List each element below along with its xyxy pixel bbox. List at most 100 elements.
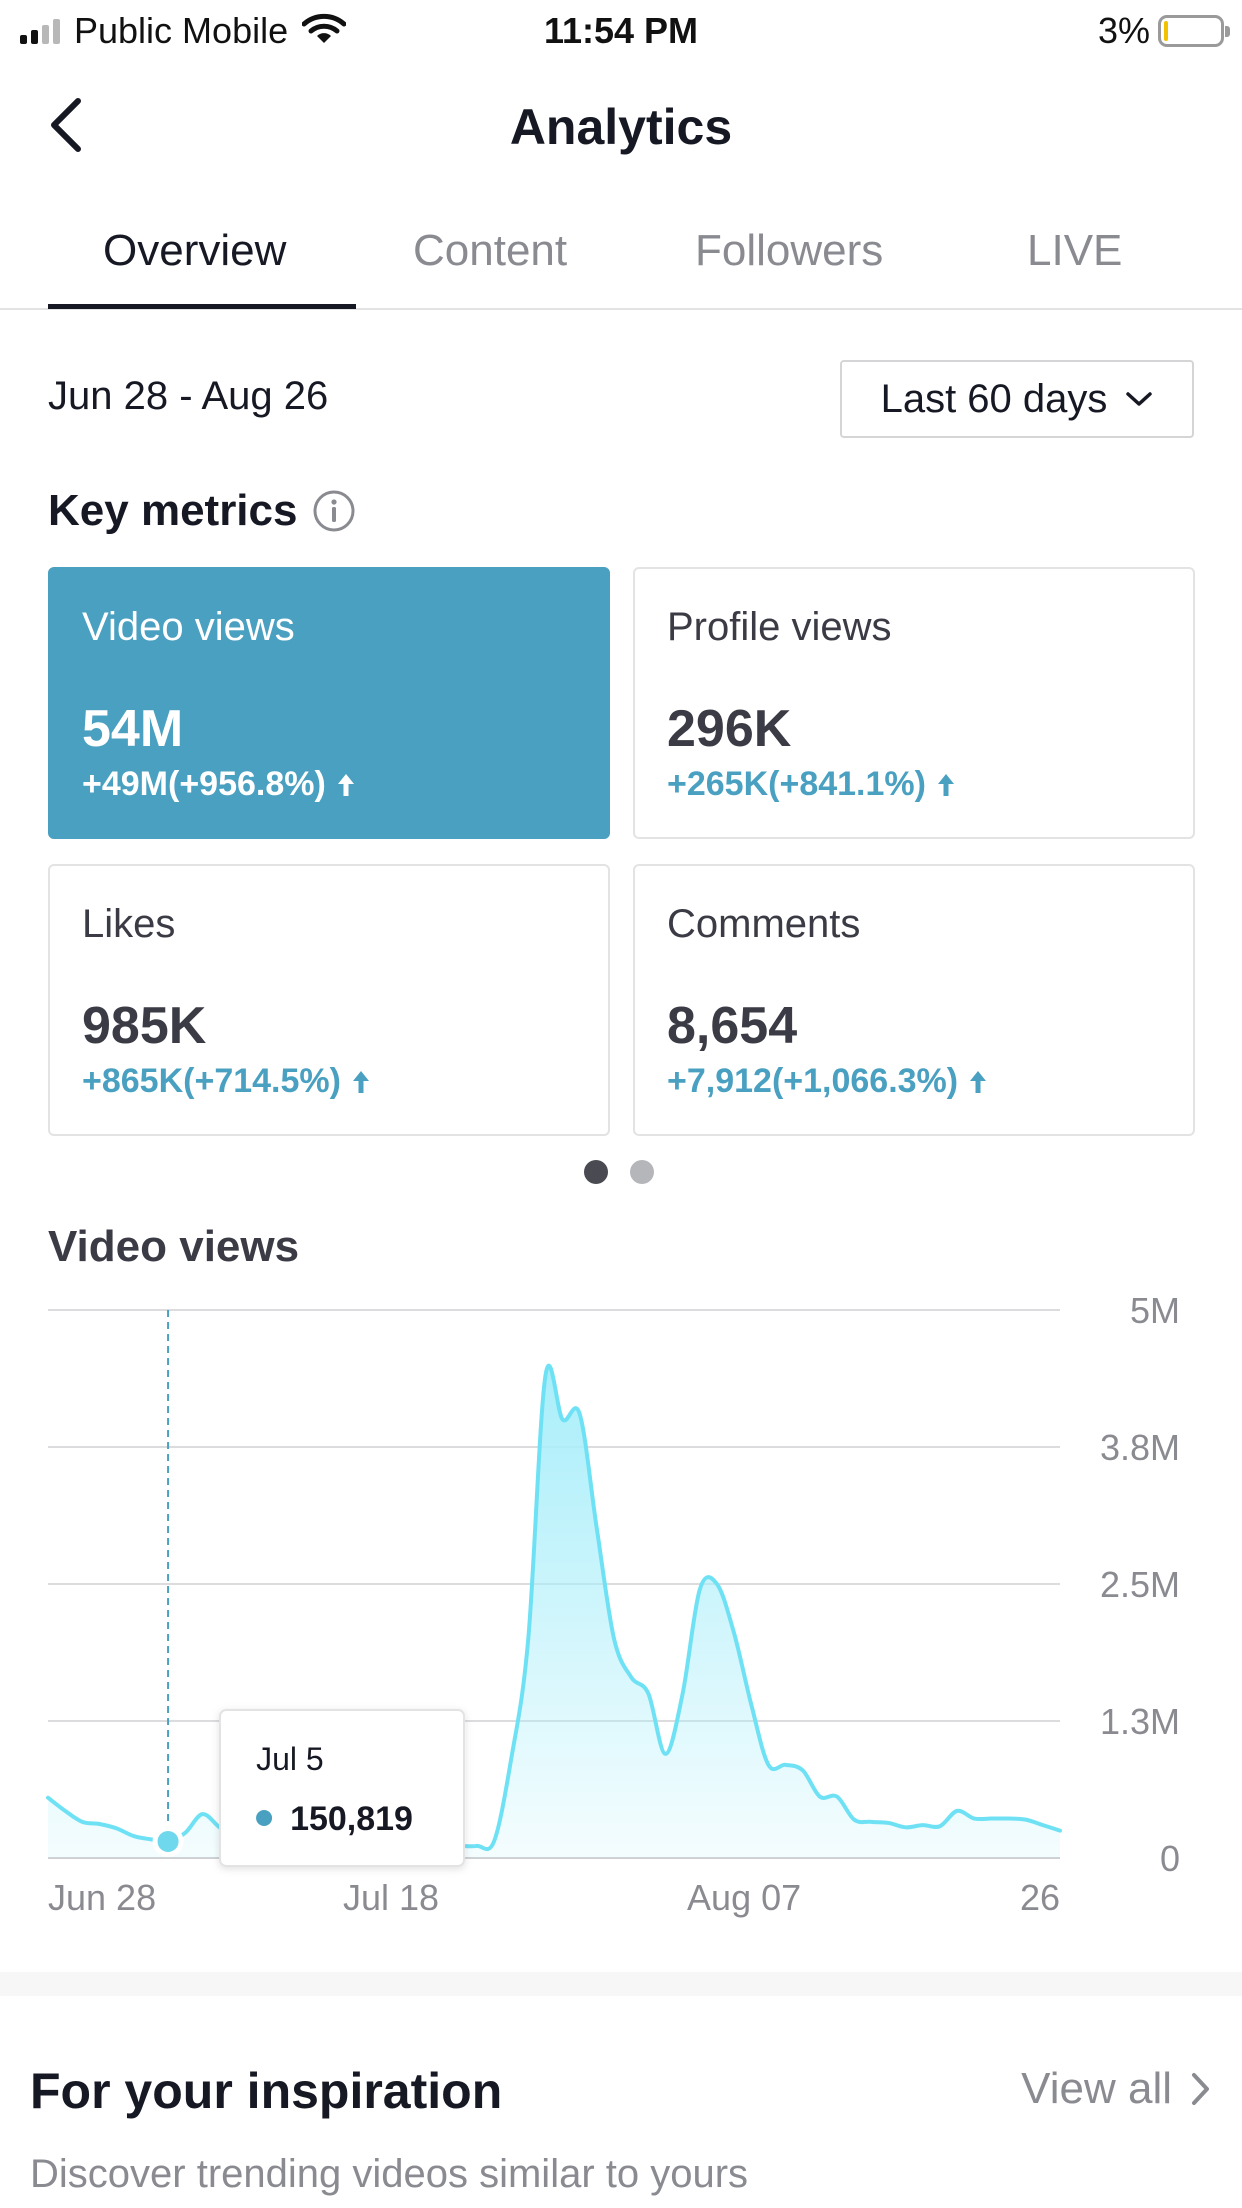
tooltip-date: Jul 5 (256, 1741, 324, 1777)
metric-change: +49M(+956.8%) (82, 765, 356, 804)
tab-content[interactable]: Content (413, 226, 568, 275)
data-point (132, 1835, 135, 1838)
metric-value: 8,654 (667, 997, 798, 1055)
data-point (1059, 1829, 1062, 1832)
tab-overview[interactable]: Overview (103, 226, 287, 275)
metric-label: Comments (667, 902, 861, 946)
y-tick-label: 3.8M (1100, 1427, 1180, 1468)
data-point (64, 1809, 67, 1812)
view-all-link[interactable]: View all (1021, 2064, 1212, 2114)
tab-live[interactable]: LIVE (1027, 226, 1123, 275)
back-button[interactable] (36, 90, 96, 160)
metric-label: Profile views (667, 605, 892, 649)
data-point (1041, 1824, 1044, 1827)
x-tick-label: Aug 07 (687, 1877, 801, 1918)
tab-followers[interactable]: Followers (695, 226, 884, 275)
inspiration-subtitle: Discover trending videos similar to your… (30, 2152, 749, 2196)
metric-card-likes[interactable]: Likes 985K +865K(+714.5%) (48, 864, 610, 1136)
page-title: Analytics (509, 99, 733, 155)
inspiration-title: For your inspiration (30, 2063, 503, 2119)
data-point (733, 1632, 736, 1635)
video-views-chart[interactable]: 0 1.3M 2.5M 3.8M 5M Jun 28 Jul 18 Aug 07 26 Jul… (0, 1290, 1242, 1930)
carrier-name: Public Mobile (74, 10, 289, 51)
data-point (475, 1844, 478, 1847)
battery-icon (1158, 15, 1230, 47)
tab-bar: Overview Content Followers LIVE (0, 190, 1242, 310)
data-point (750, 1703, 753, 1706)
data-point (681, 1692, 684, 1695)
data-point (47, 1796, 50, 1799)
date-range: Jun 28 - Aug 26 (48, 374, 329, 418)
data-point (904, 1826, 907, 1829)
data-point (698, 1588, 701, 1591)
status-left: Public Mobile (20, 10, 347, 52)
data-point (578, 1413, 581, 1416)
chevron-right-icon (1192, 2073, 1209, 2105)
arrow-up-icon (937, 773, 954, 796)
metric-card-profile-views[interactable]: Profile views 296K +265K(+841.1%) (633, 567, 1195, 839)
info-icon[interactable] (311, 488, 357, 534)
data-point (98, 1823, 101, 1826)
cellular-signal-icon (20, 18, 60, 44)
data-point (715, 1583, 718, 1586)
y-tick-label: 5M (1130, 1290, 1180, 1331)
data-point (938, 1825, 941, 1828)
x-tick-label: 26 (1020, 1877, 1060, 1918)
metric-label: Likes (82, 902, 176, 946)
data-point (613, 1637, 616, 1640)
data-point (1007, 1817, 1010, 1820)
x-tick-label: Jul 18 (343, 1877, 439, 1918)
pagination-dot-1[interactable] (584, 1160, 608, 1184)
data-point (81, 1820, 84, 1823)
metric-change: +265K(+841.1%) (667, 765, 956, 804)
data-point (527, 1637, 530, 1640)
tooltip-point (152, 1825, 184, 1857)
tab-indicator (48, 304, 356, 309)
data-point (853, 1818, 856, 1821)
chart-tooltip: Jul 5 150,819 (219, 1709, 466, 1867)
chevron-left-icon (51, 98, 81, 152)
x-tick-label: Jun 28 (48, 1877, 156, 1918)
date-range-dropdown[interactable]: Last 60 days (840, 360, 1194, 438)
status-bar: Public Mobile 11:54 PM 3% (0, 0, 1242, 62)
data-point (921, 1824, 924, 1827)
data-point (870, 1820, 873, 1823)
data-point (801, 1769, 804, 1772)
battery-percentage: 3% (1097, 10, 1150, 51)
data-point (784, 1763, 787, 1766)
data-point (149, 1838, 152, 1841)
metric-value: 54M (82, 700, 184, 758)
section-separator (0, 1972, 1242, 1996)
y-tick-label: 2.5M (1100, 1564, 1180, 1605)
wifi-icon (301, 13, 347, 50)
metric-change: +865K(+714.5%) (82, 1062, 371, 1101)
metric-change-text: +49M(+956.8%) (82, 765, 326, 803)
y-tick-label: 0 (1160, 1838, 1180, 1879)
chevron-down-icon (1126, 392, 1153, 406)
data-point (201, 1813, 204, 1816)
y-axis: 0 1.3M 2.5M 3.8M 5M (1100, 1290, 1180, 1879)
data-point (561, 1418, 564, 1421)
metric-card-video-views[interactable]: Video views 54M +49M(+956.8%) (48, 567, 610, 839)
metric-card-comments[interactable]: Comments 8,654 +7,912(+1,066.3%) (633, 864, 1195, 1136)
key-metrics-label: Key metrics (48, 486, 298, 535)
metric-value: 296K (667, 700, 792, 758)
data-point (630, 1676, 633, 1679)
data-point (184, 1831, 187, 1834)
tooltip-value: 150,819 (290, 1800, 413, 1838)
series-area (48, 1365, 1060, 1858)
x-axis: Jun 28 Jul 18 Aug 07 26 (48, 1877, 1060, 1918)
view-all-label: View all (1021, 2064, 1172, 2113)
metric-change-text: +7,912(+1,066.3%) (667, 1062, 959, 1100)
pagination-dot-2[interactable] (630, 1160, 654, 1184)
status-right: 3% (1097, 10, 1230, 52)
data-point (818, 1795, 821, 1798)
data-point (664, 1752, 667, 1755)
data-point (956, 1809, 959, 1812)
metric-change-text: +265K(+841.1%) (667, 765, 926, 803)
data-point (887, 1821, 890, 1824)
data-point (115, 1827, 118, 1830)
metric-change-text: +865K(+714.5%) (82, 1062, 341, 1100)
metric-label: Video views (82, 605, 295, 649)
date-range-dropdown-value: Last 60 days (880, 376, 1108, 421)
